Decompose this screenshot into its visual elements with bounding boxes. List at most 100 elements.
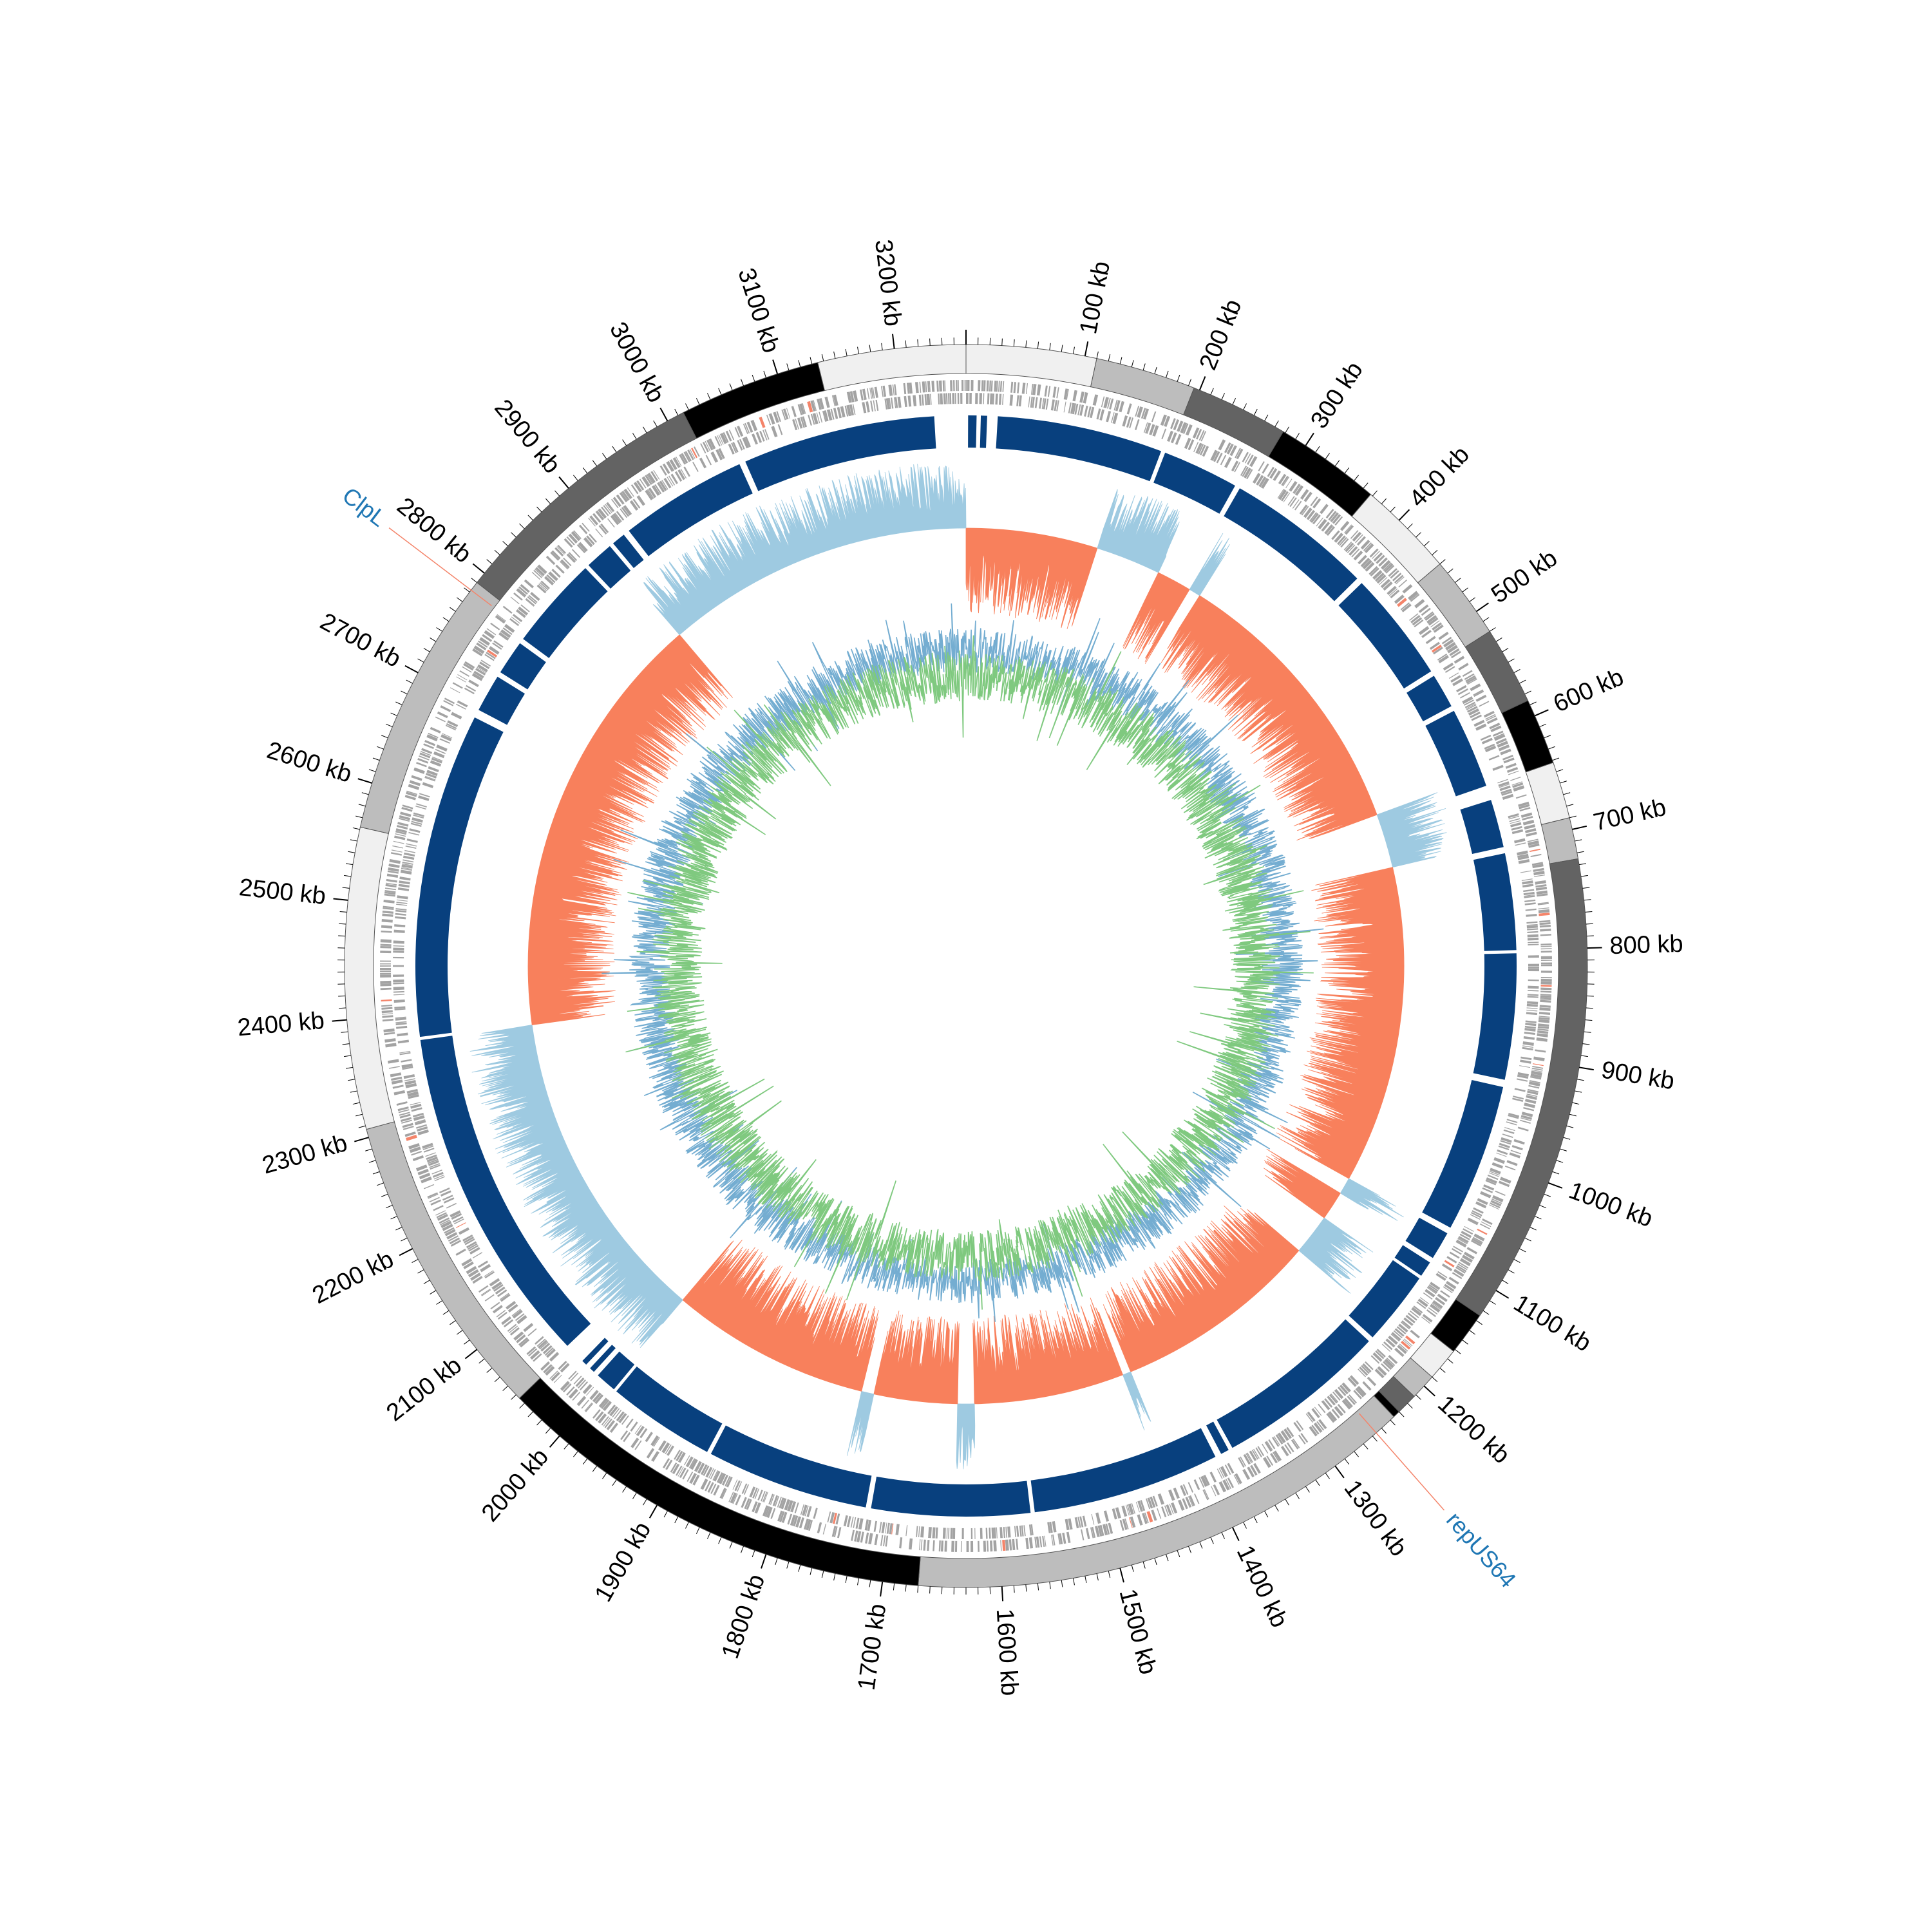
gene-feature [1495,1190,1506,1197]
minor-tick [798,1564,801,1572]
gene-feature [424,739,436,746]
gene-feature [1063,388,1068,400]
gene-feature [952,380,955,392]
gene-feature [1444,666,1455,673]
gene-feature [387,1059,399,1064]
gene-feature [1070,402,1075,414]
gene-feature [457,700,468,708]
gene-feature [450,1240,462,1247]
minor-tick [1108,354,1111,361]
gene-feature [381,999,392,1002]
gene-feature [1425,636,1436,645]
gene-feature [804,1505,809,1517]
skew-positive-segment [1160,595,1378,841]
gene-feature [1293,1421,1302,1432]
gene-feature [1227,1463,1235,1474]
gene-feature [1091,1513,1095,1525]
gene-feature [602,1401,612,1412]
minor-tick [1539,723,1546,728]
gene-feature [455,1248,466,1256]
gene-feature [512,1309,523,1319]
gene-feature [636,1425,645,1437]
gene-feature [1152,1495,1158,1507]
gene-feature [1521,1112,1533,1117]
gene-feature [754,1488,760,1499]
gene-feature [903,383,907,395]
gene-feature [826,409,833,421]
minor-tick [1142,363,1146,371]
minor-tick [1154,366,1157,374]
gene-feature [1529,1080,1540,1084]
tick-label: 300 kb [1305,357,1368,433]
gene-feature [1441,1263,1453,1272]
gene-feature [1251,1449,1258,1460]
gene-feature [621,507,630,517]
gene-feature [1381,1343,1391,1352]
gene-feature [395,828,408,833]
gene-feature [1151,1510,1157,1521]
gene-feature [1296,1420,1304,1430]
gene-feature [1508,815,1520,820]
gene-feature [433,1174,444,1180]
gene-feature [708,1468,714,1479]
gene-feature [1030,396,1033,408]
gene-feature [384,1032,395,1036]
minor-tick [1325,453,1330,460]
gene-feature [1400,1340,1411,1350]
gene-feature [535,569,544,577]
minor-tick [1544,1193,1551,1197]
gene-feature [380,945,392,947]
gene-feature [1337,535,1346,545]
gene-feature [776,411,781,422]
gene-feature [1511,829,1524,835]
gene-feature [1480,1191,1492,1198]
gene-feature [773,412,779,423]
gene-feature [1331,1393,1339,1403]
gene-feature [440,1219,451,1226]
gene-feature [721,1488,727,1499]
gene-feature [1483,710,1495,718]
gene-feature [408,831,420,836]
gene-feature [393,956,404,959]
minor-tick [1513,1258,1520,1264]
gene-feature [402,859,414,863]
gene-feature [891,1523,894,1535]
gene-feature [1236,448,1244,460]
gene-feature [392,1084,404,1089]
gene-feature [1492,730,1504,737]
gene-feature [1464,701,1475,708]
gene-feature [994,381,997,392]
gene-feature [606,1420,616,1430]
gene-feature [568,1388,578,1399]
gene-feature [1538,1023,1549,1027]
synteny-block [612,535,644,569]
gene-feature [407,1091,419,1097]
gene-feature [600,523,609,533]
gene-feature [1400,602,1410,611]
gene-feature [1496,1152,1507,1157]
tick-label: 1300 kb [1339,1475,1412,1562]
gene-feature [1509,1152,1520,1159]
gene-feature [983,380,986,392]
gene-feature [1426,615,1437,624]
gene-feature [1512,1095,1524,1100]
gene-feature [533,569,542,578]
annotation-leader-line [388,527,492,607]
gene-feature [471,673,483,681]
gene-feature [932,1527,936,1539]
minor-tick [1530,701,1537,705]
gene-feature [1200,431,1207,442]
gene-feature [380,987,392,990]
gene-feature [1108,1522,1113,1534]
gene-feature [1501,788,1512,795]
gene-feature [589,533,598,543]
gene-feature [860,1531,864,1543]
gene-feature [480,1289,491,1296]
gene-feature [406,791,417,797]
gene-feature [404,795,416,800]
gene-feature [1235,1473,1242,1484]
gene-feature [1188,439,1195,451]
gene-feature [404,849,416,853]
minor-tick [1455,578,1461,583]
gene-feature [750,419,758,431]
